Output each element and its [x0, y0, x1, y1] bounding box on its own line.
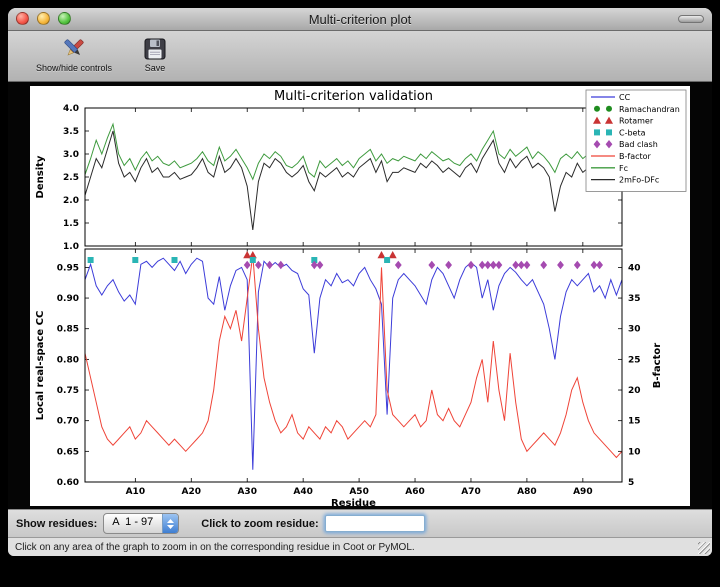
- svg-text:0.65: 0.65: [57, 447, 79, 457]
- svg-text:0.95: 0.95: [57, 263, 79, 273]
- svg-text:0.80: 0.80: [57, 355, 79, 365]
- toolbar: Show/hide controls Save: [8, 31, 712, 82]
- svg-text:A30: A30: [237, 487, 257, 497]
- residue-range-select[interactable]: A 1 - 97: [103, 513, 180, 534]
- resize-grip[interactable]: [698, 542, 710, 554]
- zoom-residue-label: Click to zoom residue:: [201, 517, 319, 530]
- svg-text:25: 25: [628, 355, 641, 365]
- svg-text:5: 5: [628, 478, 634, 488]
- svg-text:A80: A80: [517, 487, 537, 497]
- svg-text:40: 40: [628, 263, 641, 273]
- zoom-window-button[interactable]: [58, 12, 71, 25]
- svg-text:0.90: 0.90: [57, 294, 79, 304]
- svg-text:1.0: 1.0: [63, 242, 79, 252]
- svg-text:A70: A70: [461, 487, 481, 497]
- status-text: Click on any area of the graph to zoom i…: [15, 541, 415, 553]
- svg-text:Multi-criterion validation: Multi-criterion validation: [274, 89, 433, 104]
- svg-text:Density: Density: [35, 155, 46, 198]
- svg-text:35: 35: [628, 294, 641, 304]
- svg-text:Ramachandran: Ramachandran: [619, 104, 680, 113]
- svg-text:A90: A90: [573, 487, 593, 497]
- svg-text:A40: A40: [293, 487, 313, 497]
- svg-text:0.70: 0.70: [57, 416, 79, 426]
- svg-text:A20: A20: [182, 487, 202, 497]
- residue-range-value: A 1 - 97: [112, 516, 154, 528]
- svg-text:2.5: 2.5: [63, 173, 79, 183]
- zoom-residue-input[interactable]: [324, 515, 425, 532]
- tools-icon: [61, 34, 87, 63]
- svg-text:A60: A60: [405, 487, 425, 497]
- svg-text:10: 10: [628, 447, 641, 457]
- show-residues-label: Show residues:: [16, 517, 98, 530]
- plot-canvas-container: Multi-criterion validation 1.0 1.5 2.0 2.5 3.…: [8, 82, 712, 509]
- svg-text:2.0: 2.0: [63, 196, 79, 206]
- svg-text:1.5: 1.5: [63, 219, 79, 229]
- svg-text:A10: A10: [126, 487, 146, 497]
- title-bar[interactable]: Multi-criterion plot: [8, 8, 712, 31]
- save-icon: [142, 34, 168, 63]
- show-hide-controls-button[interactable]: Show/hide controls: [36, 34, 112, 73]
- svg-text:Bad clash: Bad clash: [619, 140, 658, 149]
- save-button[interactable]: Save: [142, 34, 168, 73]
- controls-bar: Show residues: A 1 - 97 Click to zoom re…: [8, 509, 712, 537]
- svg-text:A50: A50: [349, 487, 369, 497]
- svg-text:CC: CC: [619, 93, 631, 102]
- svg-text:Local real-space CC: Local real-space CC: [35, 310, 46, 420]
- svg-text:Residue: Residue: [331, 498, 376, 506]
- multi-criterion-chart[interactable]: Multi-criterion validation 1.0 1.5 2.0 2.5 3.…: [30, 85, 690, 509]
- svg-text:0.75: 0.75: [57, 386, 79, 396]
- window-buttons: [16, 12, 71, 25]
- svg-text:B-factor: B-factor: [619, 152, 652, 161]
- svg-text:3.0: 3.0: [63, 150, 79, 160]
- svg-text:20: 20: [628, 386, 641, 396]
- stepper-arrows-icon: [162, 514, 179, 533]
- svg-text:B-factor: B-factor: [652, 342, 663, 387]
- minimize-button[interactable]: [37, 12, 50, 25]
- svg-text:Fc: Fc: [619, 163, 628, 172]
- svg-text:0.60: 0.60: [57, 478, 79, 488]
- svg-text:30: 30: [628, 324, 641, 334]
- svg-text:2mFo-DFc: 2mFo-DFc: [619, 175, 659, 184]
- app-window: Multi-criterion plot Show/hide controls: [8, 8, 712, 556]
- svg-text:15: 15: [628, 416, 641, 426]
- status-bar: Click on any area of the graph to zoom i…: [8, 537, 712, 556]
- svg-text:0.85: 0.85: [57, 324, 79, 334]
- toolbar-toggle-button[interactable]: [678, 15, 704, 23]
- close-button[interactable]: [16, 12, 29, 25]
- window-title: Multi-criterion plot: [308, 11, 412, 27]
- toolbar-item-label: Show/hide controls: [36, 63, 113, 73]
- toolbar-item-label: Save: [144, 63, 166, 73]
- svg-text:3.5: 3.5: [63, 127, 79, 137]
- svg-text:4.0: 4.0: [63, 104, 79, 114]
- svg-text:Rotamer: Rotamer: [619, 116, 654, 125]
- plot-canvas[interactable]: Multi-criterion validation 1.0 1.5 2.0 2.5 3.…: [30, 85, 690, 509]
- svg-text:C-beta: C-beta: [619, 128, 646, 137]
